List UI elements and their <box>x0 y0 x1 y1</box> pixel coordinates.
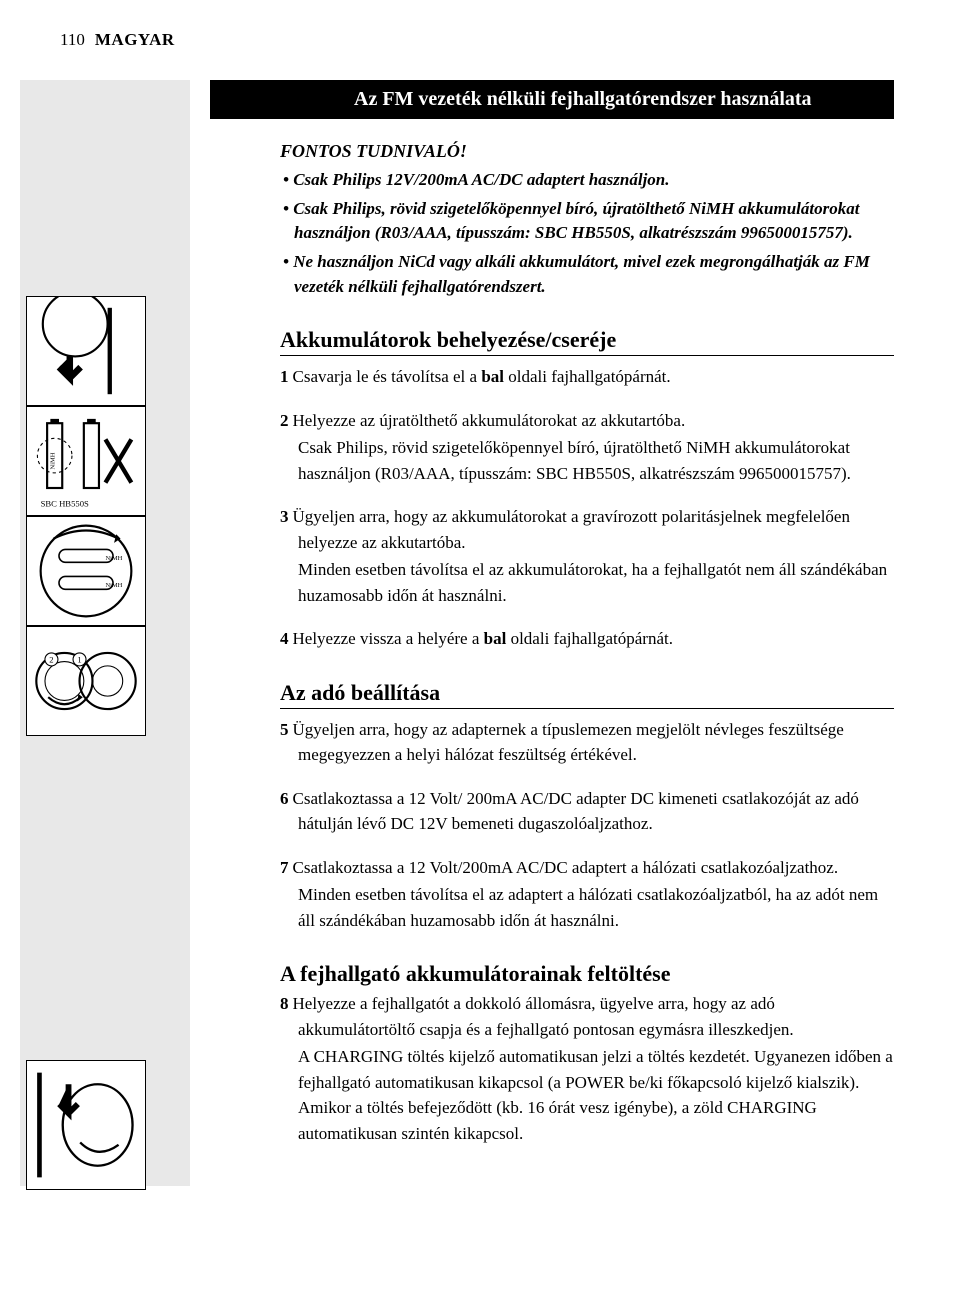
illustration-batteries: NiMH SBC HB550S <box>26 406 146 516</box>
illustration-headphone-down <box>26 296 146 406</box>
svg-text:NiMH: NiMH <box>50 452 57 469</box>
title-bar: Az FM vezeték nélküli fejhallgatórendsze… <box>210 80 894 119</box>
section-heading: A fejhallgató akkumulátorainak feltöltés… <box>280 961 894 987</box>
step-5: 5Ügyeljen arra, hogy az adapternek a típ… <box>280 717 894 768</box>
step-1: 1Csavarja le és távolítsa el a bal oldal… <box>280 364 894 390</box>
step-8: 8Helyezze a fejhallgatót a dokkoló állom… <box>280 991 894 1146</box>
svg-text:1: 1 <box>77 655 81 665</box>
svg-text:NiMH: NiMH <box>105 582 122 589</box>
important-bullet: Ne használjon NiCd vagy alkáli akkumulát… <box>280 250 894 299</box>
svg-text:NiMH: NiMH <box>105 555 122 562</box>
step-2: 2Helyezze az újratölthető akkumulátoroka… <box>280 408 894 487</box>
language-label: MAGYAR <box>95 30 175 50</box>
step-note: A CHARGING töltés kijelző automatikusan … <box>298 1044 894 1146</box>
step-3: 3Ügyeljen arra, hogy az akkumulátorokat … <box>280 504 894 608</box>
page-number: 110 <box>60 30 85 50</box>
important-bullet: Csak Philips, rövid szigetelőköpennyel b… <box>280 197 894 246</box>
page-header: 110 MAGYAR <box>60 30 894 50</box>
section-heading: Az adó beállítása <box>280 680 894 709</box>
important-heading: FONTOS TUDNIVALÓ! <box>280 141 894 162</box>
body-text: FONTOS TUDNIVALÓ! Csak Philips 12V/200mA… <box>280 141 894 1146</box>
illustration-insert-battery: NiMH NiMH <box>26 516 146 626</box>
step-6: 6Csatlakoztassa a 12 Volt/ 200mA AC/DC a… <box>280 786 894 837</box>
step-note: Csak Philips, rövid szigetelőköpennyel b… <box>298 435 894 486</box>
illustration-earpad: 2 1 <box>26 626 146 736</box>
title-text: Az FM vezeték nélküli fejhallgatórendsze… <box>354 88 880 111</box>
main-content: Az FM vezeték nélküli fejhallgatórendsze… <box>210 80 894 1146</box>
step-4: 4Helyezze vissza a helyére a bal oldali … <box>280 626 894 652</box>
svg-text:2: 2 <box>49 655 53 665</box>
important-bullet: Csak Philips 12V/200mA AC/DC adaptert ha… <box>280 168 894 193</box>
illustration-docking <box>26 1060 146 1190</box>
step-note: Minden esetben távolítsa el az akkumulát… <box>298 557 894 608</box>
manual-page: 110 MAGYAR NiMH SBC HB550S NiMH NiMH 2 1 <box>0 0 954 1186</box>
battery-model-label: SBC HB550S <box>41 498 89 508</box>
step-7: 7Csatlakoztassa a 12 Volt/200mA AC/DC ad… <box>280 855 894 934</box>
step-note: Minden esetben távolítsa el az adaptert … <box>298 882 894 933</box>
section-heading: Akkumulátorok behelyezése/cseréje <box>280 327 894 356</box>
